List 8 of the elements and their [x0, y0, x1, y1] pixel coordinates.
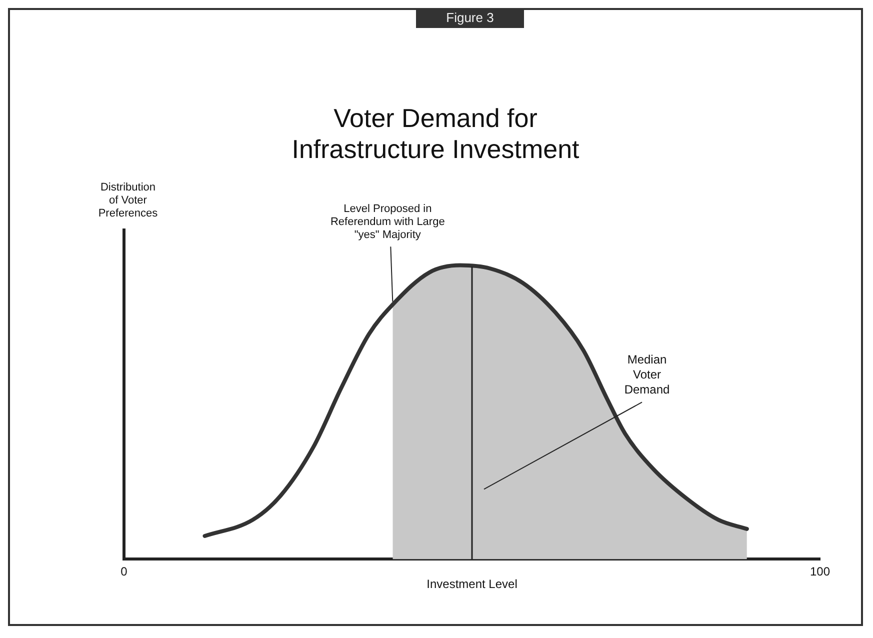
chart-title: Voter Demand for Infrastructure Investment [290, 103, 580, 165]
x-tick-label: 100 [810, 564, 830, 579]
ref-line-label: Median Voter Demand [624, 352, 670, 397]
x-tick-label: 0 [120, 564, 128, 579]
annotation: Level Proposed in Referendum with Large "yes" Majority [330, 203, 445, 242]
y-axis-title: Distribution of Voter Preferences [98, 182, 158, 220]
x-axis-title: Investment Level [426, 577, 518, 592]
caption: Figure 3 [416, 8, 524, 28]
